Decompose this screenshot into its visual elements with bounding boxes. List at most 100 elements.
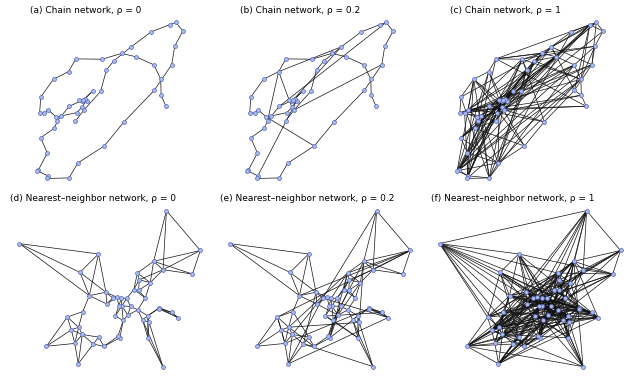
Point — [303, 251, 314, 257]
Point — [288, 309, 298, 315]
Point — [303, 334, 314, 340]
Point — [565, 280, 575, 286]
Point — [164, 22, 175, 28]
Point — [522, 301, 532, 307]
Point — [353, 313, 363, 319]
Point — [498, 309, 508, 315]
Point — [288, 97, 298, 103]
Point — [536, 295, 547, 301]
Point — [112, 294, 122, 300]
Point — [371, 103, 381, 109]
Point — [472, 114, 482, 120]
Point — [259, 76, 269, 82]
Point — [452, 168, 462, 174]
Point — [74, 97, 84, 103]
Point — [355, 280, 365, 286]
Point — [513, 251, 524, 257]
Point — [543, 312, 553, 318]
Point — [535, 335, 545, 341]
Point — [368, 267, 378, 273]
Point — [497, 98, 507, 104]
Point — [519, 143, 529, 149]
Point — [281, 56, 291, 62]
Point — [113, 333, 123, 339]
Point — [581, 103, 591, 109]
Point — [537, 51, 547, 57]
Point — [298, 88, 308, 94]
Point — [607, 271, 618, 277]
Point — [173, 315, 183, 321]
Point — [616, 247, 626, 253]
Point — [582, 207, 592, 214]
Point — [290, 96, 300, 102]
Point — [542, 295, 552, 301]
Point — [261, 114, 271, 120]
Point — [553, 307, 563, 313]
Point — [456, 135, 466, 141]
Point — [49, 76, 59, 82]
Point — [589, 43, 600, 49]
Point — [514, 334, 524, 340]
Point — [72, 109, 82, 116]
Point — [364, 305, 374, 311]
Point — [282, 109, 292, 116]
Point — [516, 88, 526, 94]
Point — [312, 67, 322, 73]
Point — [80, 96, 90, 102]
Point — [39, 110, 49, 116]
Point — [499, 107, 509, 113]
Point — [353, 335, 363, 341]
Point — [539, 119, 549, 125]
Point — [502, 98, 512, 104]
Point — [585, 22, 595, 28]
Point — [497, 105, 507, 111]
Point — [66, 327, 76, 333]
Point — [156, 76, 166, 82]
Point — [81, 98, 92, 104]
Point — [109, 58, 119, 64]
Point — [359, 62, 369, 68]
Point — [140, 295, 150, 301]
Point — [225, 241, 235, 247]
Point — [171, 19, 181, 25]
Point — [275, 103, 285, 109]
Point — [576, 92, 586, 98]
Point — [280, 340, 290, 347]
Point — [332, 295, 342, 301]
Point — [149, 87, 159, 93]
Point — [246, 94, 256, 100]
Point — [246, 135, 256, 141]
Text: (a) Chain network, ρ = 0: (a) Chain network, ρ = 0 — [29, 6, 141, 14]
Point — [462, 176, 472, 182]
Point — [545, 304, 556, 310]
Point — [244, 110, 255, 116]
Point — [307, 56, 317, 62]
Point — [569, 87, 579, 93]
Point — [154, 306, 164, 312]
Point — [62, 314, 72, 320]
Point — [333, 312, 343, 318]
Point — [167, 309, 177, 315]
Point — [309, 143, 319, 149]
Point — [495, 269, 505, 275]
Point — [123, 312, 133, 318]
Point — [341, 54, 351, 60]
Point — [88, 88, 98, 94]
Point — [149, 62, 159, 68]
Point — [134, 287, 144, 293]
Point — [531, 313, 541, 319]
Point — [42, 176, 52, 182]
Point — [73, 160, 83, 166]
Point — [500, 96, 510, 102]
Point — [266, 113, 276, 119]
Point — [587, 62, 597, 68]
Point — [517, 56, 527, 62]
Point — [243, 167, 253, 173]
Point — [350, 295, 360, 301]
Point — [325, 335, 335, 341]
Text: (c) Chain network, ρ = 1: (c) Chain network, ρ = 1 — [450, 6, 561, 14]
Point — [273, 68, 284, 74]
Point — [126, 44, 136, 50]
Point — [554, 287, 564, 293]
Point — [593, 315, 604, 321]
